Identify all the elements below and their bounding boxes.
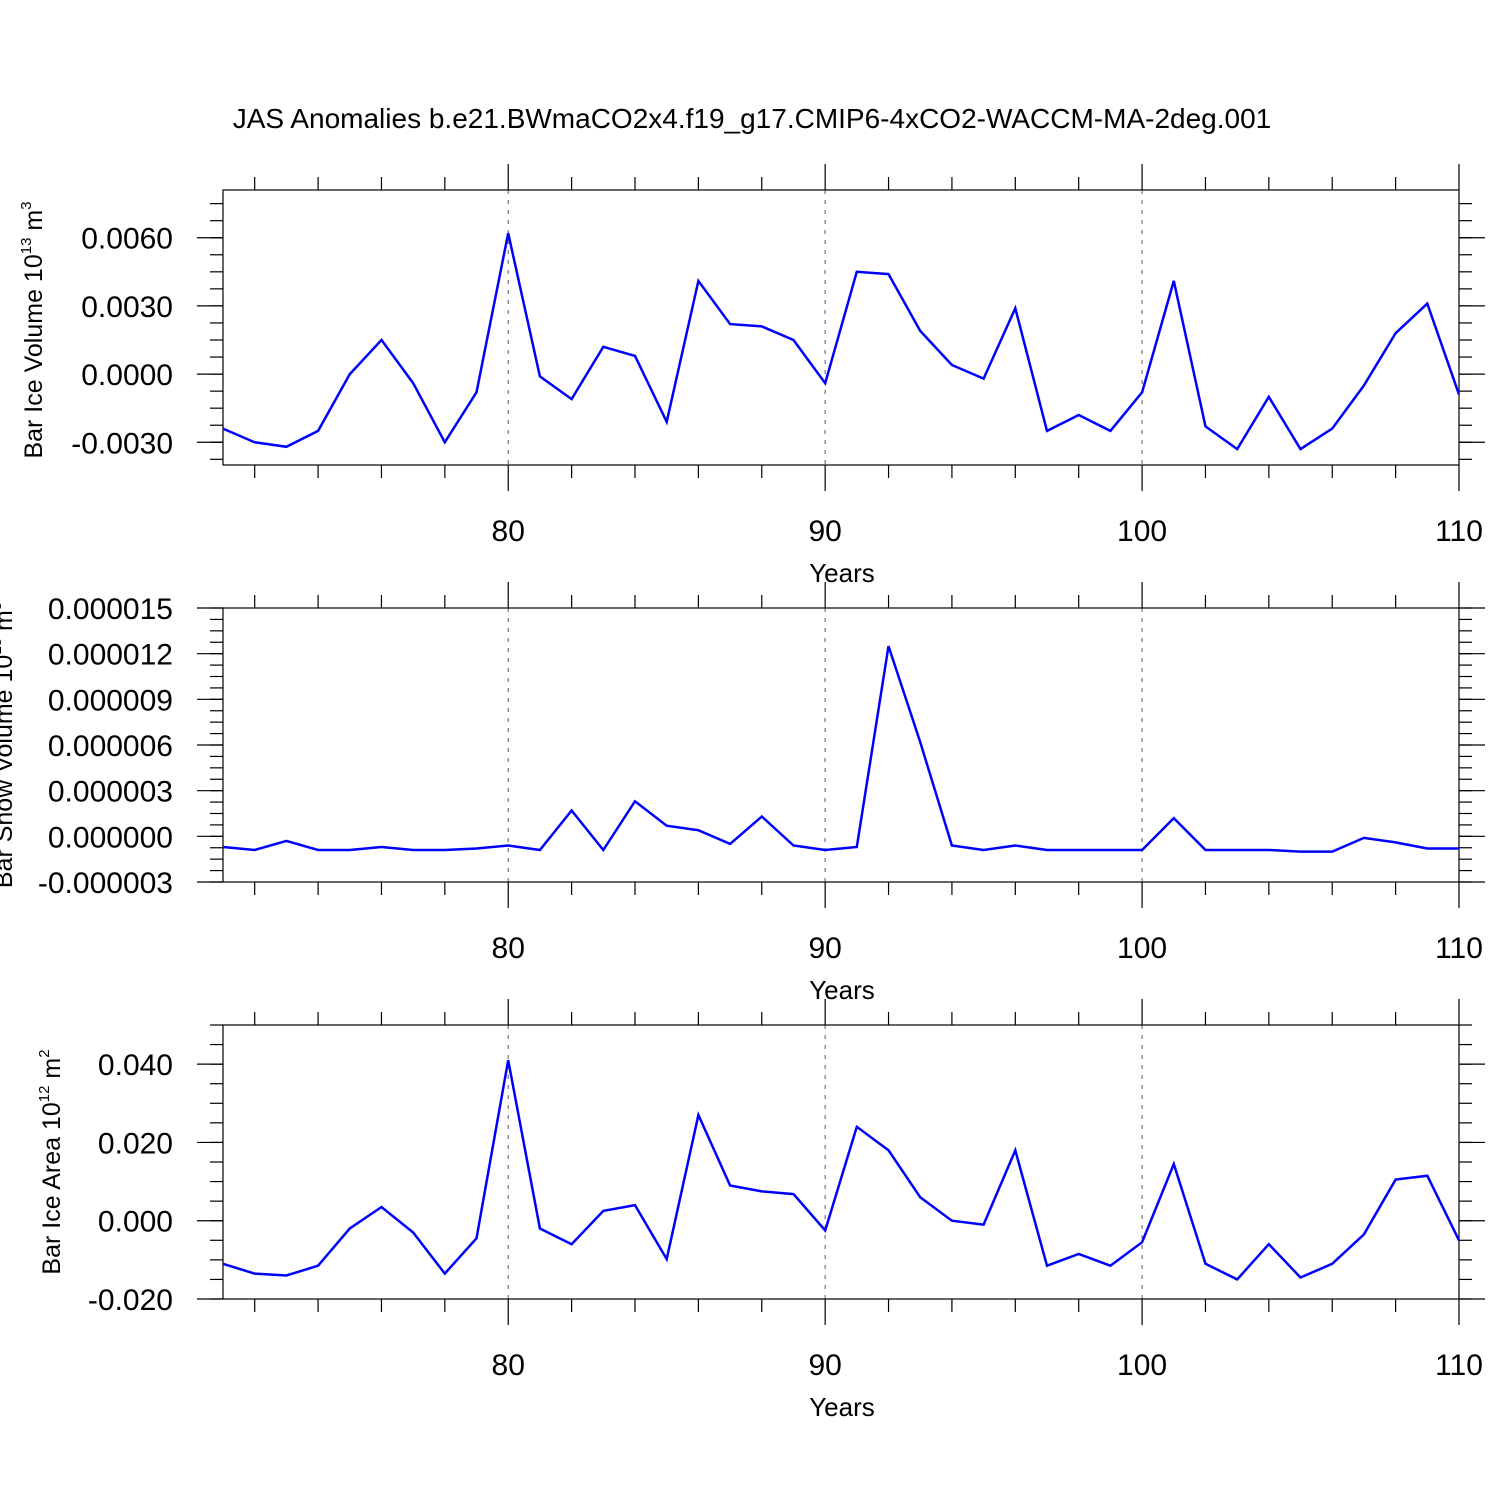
y-tick-label: 0.020 [98,1127,173,1160]
y-tick-label: 0.000006 [48,730,173,763]
x-tick-label: 100 [1117,1349,1167,1382]
x-tick-label: 110 [1435,1349,1483,1382]
panel-bar-ice-volume: Bar Ice Volume 1013 m3 Years 80 90 100 110 -… [18,164,1485,588]
plot-frame [222,607,1460,883]
y-axis-label: Bar Ice Volume 1013 m3 [18,201,48,458]
x-tick-label: 80 [492,932,525,965]
x-axis-label: Years [809,975,875,1005]
y-tick-label: 0.0030 [81,291,173,324]
y-tick-label: -0.000003 [38,867,173,900]
x-tick-label: 80 [492,1349,525,1382]
y-tick-label: 0.000009 [48,684,173,717]
series-line [222,232,1461,451]
y-tick-label: 0.000000 [48,821,173,854]
x-tick-label: 90 [808,932,841,965]
x-tick-label: 100 [1117,932,1167,965]
chart-title: JAS Anomalies b.e21.BWmaCO2x4.f19_g17.CM… [233,103,1272,134]
y-tick-label: 0.0060 [81,223,173,256]
x-tick-label: 110 [1435,515,1483,548]
x-tick-label: 110 [1435,932,1483,965]
x-tick-label: 80 [492,515,525,548]
y-tick-label: 0.0000 [81,359,173,392]
y-tick-label: 0.040 [98,1049,173,1082]
panel-bar-snow-volume: Bar Snow Volume 1013 m3 Years 80 90 100 110… [0,582,1485,1005]
series-line [222,1059,1461,1281]
x-axis-label: Years [809,1392,875,1422]
series-line [222,645,1459,853]
y-tick-label: -0.020 [88,1284,173,1317]
x-tick-label: 90 [808,515,841,548]
plot-frame [222,1024,1460,1300]
y-axis-label: Bar Ice Area 1012 m2 [36,1049,66,1274]
y-tick-label: 0.000012 [48,639,173,672]
y-tick-label: 0.000015 [48,593,173,626]
y-tick-label: 0.000 [98,1206,173,1239]
plot-frame [222,189,1460,466]
panel-bar-ice-area: Bar Ice Area 1012 m2 Years 80 90 100 110 -0.… [36,999,1485,1422]
y-tick-label: 0.000003 [48,776,173,809]
y-tick-label: -0.0030 [71,427,173,460]
x-axis-label: Years [809,558,875,588]
x-tick-label: 90 [808,1349,841,1382]
x-tick-label: 100 [1117,515,1167,548]
y-axis-label: Bar Snow Volume 1013 m3 [0,602,18,888]
